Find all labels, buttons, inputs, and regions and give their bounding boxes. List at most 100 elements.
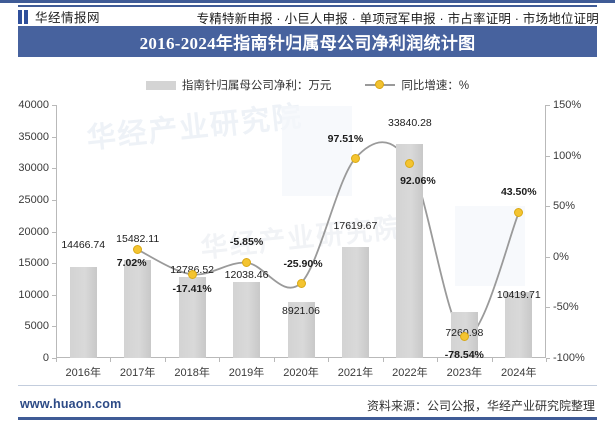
brand-name: 华经情报网 [35, 11, 101, 25]
y-axis-right-label: 0% [553, 250, 569, 263]
growth-value-label: -17.41% [172, 283, 212, 296]
y-axis-left-label: 25000 [18, 193, 49, 206]
bar-2022年[interactable] [396, 143, 424, 358]
growth-value-label: -78.54% [444, 349, 484, 362]
y-axis-right-tick [546, 256, 550, 258]
bar-2018年[interactable] [178, 277, 206, 358]
footer-rule-top [18, 385, 597, 386]
x-axis-label-2018年: 2018年 [174, 367, 210, 379]
header-nav-text[interactable]: 专精特新申报 · 小巨人申报 · 单项冠军申报 · 市占率证明 · 市场地位证明 [196, 12, 599, 26]
line-marker-2023年[interactable] [459, 331, 469, 341]
growth-value-label: 97.51% [327, 133, 364, 146]
legend-item-bar[interactable]: 指南针归属母公司净利：万元 [145, 77, 332, 93]
y-axis-left-tick [52, 231, 56, 233]
line-marker-2020年[interactable] [296, 278, 306, 288]
bar-2021年[interactable] [341, 246, 369, 358]
x-axis-label-2021年: 2021年 [337, 367, 374, 379]
x-axis-label-2019年: 2019年 [228, 367, 265, 379]
y-axis-left-label: 5000 [24, 320, 49, 333]
y-axis-left-label: 10000 [18, 288, 49, 301]
x-axis-tick [546, 358, 547, 362]
y-axis-left-tick [52, 168, 56, 170]
bar-value-label: 15482.11 [116, 233, 160, 246]
y-axis-right-tick [546, 105, 550, 106]
y-axis-left-tick [52, 199, 56, 201]
chart-title-band: 2016-2024年指南针归属母公司净利润统计图 [18, 26, 597, 57]
chart-legend: 指南针归属母公司净利：万元 同比增速：% [0, 74, 615, 96]
bar-2020年[interactable] [287, 301, 315, 358]
bar-value-label: 33840.28 [387, 116, 432, 129]
line-marker-2021年[interactable] [350, 153, 360, 163]
growth-value-label: -5.85% [229, 235, 264, 248]
x-axis-tick [110, 358, 112, 362]
x-axis-label-2022年: 2022年 [392, 367, 428, 379]
y-axis-right-line [545, 105, 546, 358]
y-axis-right-tick [546, 155, 550, 157]
y-axis-right-label: -100% [553, 352, 585, 364]
y-axis-left-label: 30000 [18, 162, 49, 175]
line-marker-2019年[interactable] [242, 258, 252, 268]
x-axis-label-2024年: 2024年 [501, 367, 537, 379]
y-axis-left-label: 0 [42, 352, 49, 364]
line-marker-2024年[interactable] [514, 208, 524, 218]
growth-value-label: 7.02% [116, 256, 147, 269]
bar-value-label: 12038.46 [224, 268, 269, 281]
chart-canvas: 华经产业研究院 华经产业研究院 0 5000 10000 15000 20000 2500… [0, 96, 615, 381]
growth-value-label: 43.50% [500, 185, 537, 198]
y-axis-right-tick [546, 358, 550, 359]
bar-2024年[interactable] [505, 292, 533, 358]
x-axis-tick [219, 358, 221, 362]
plot-area: 0 5000 10000 15000 20000 25000 30000 35000 40000… [18, 99, 584, 379]
x-axis-tick [164, 358, 166, 362]
legend-label-line: 同比增速：% [401, 80, 470, 92]
bar-2017年[interactable] [124, 260, 152, 358]
y-axis-left-tick [52, 105, 56, 106]
bar-2019年[interactable] [233, 281, 261, 358]
legend-label-bar: 指南针归属母公司净利：万元 [181, 80, 332, 92]
bar-value-label: 10419.71 [496, 289, 541, 302]
x-axis-tick [491, 358, 493, 362]
footer-source-note: 资料来源：公司公报，华经产业研究院整理 [366, 399, 595, 413]
y-axis-left-tick [52, 358, 56, 359]
y-axis-right-tick [546, 206, 550, 208]
x-axis-label-2020年: 2020年 [283, 367, 319, 379]
y-axis-right-label: 50% [553, 200, 576, 213]
y-axis-left-label: 15000 [18, 257, 49, 270]
bar-value-label: 8921.06 [282, 304, 320, 317]
y-axis-left-tick [52, 263, 56, 265]
x-axis-label-2016年: 2016年 [65, 367, 101, 379]
footer-rule-bottom [18, 417, 597, 420]
y-axis-right-tick [546, 307, 550, 309]
page-footer: www.huaon.com 资料来源：公司公报，华经产业研究院整理 [0, 385, 615, 427]
x-axis-label-2023年: 2023年 [446, 367, 483, 379]
x-axis-tick [273, 358, 275, 362]
legend-bar-swatch-icon [145, 80, 176, 90]
growth-value-label: 92.06% [400, 174, 436, 187]
y-axis-right-label: -50% [553, 301, 579, 314]
y-axis-right-label: 150% [553, 99, 582, 111]
header-rule [18, 5, 597, 7]
y-axis-left-label: 20000 [18, 225, 49, 238]
legend-line-swatch-icon [365, 80, 396, 90]
line-marker-2018年[interactable] [187, 269, 197, 279]
x-axis-tick [56, 358, 57, 362]
brand-logo[interactable]: 华经情报网 [18, 7, 100, 26]
x-axis-tick [437, 358, 439, 362]
bar-2016年[interactable] [69, 266, 97, 358]
footer-site-link[interactable]: www.huaon.com [20, 397, 122, 411]
line-marker-2022年[interactable] [405, 159, 415, 169]
legend-item-line[interactable]: 同比增速：% [365, 77, 469, 93]
growth-value-label: -25.90% [283, 258, 323, 270]
y-axis-left-label: 35000 [18, 130, 49, 143]
y-axis-left-tick [52, 136, 56, 138]
book-mark-icon [18, 9, 30, 24]
x-axis-tick [382, 358, 384, 362]
line-marker-2017年[interactable] [133, 245, 143, 255]
y-axis-left-tick [52, 326, 56, 328]
y-axis-left-line [56, 105, 57, 358]
y-axis-left-label: 40000 [18, 99, 49, 111]
x-axis-label-2017年: 2017年 [119, 367, 156, 379]
y-axis-left-tick [52, 294, 56, 296]
y-axis-right-label: 100% [553, 149, 582, 162]
